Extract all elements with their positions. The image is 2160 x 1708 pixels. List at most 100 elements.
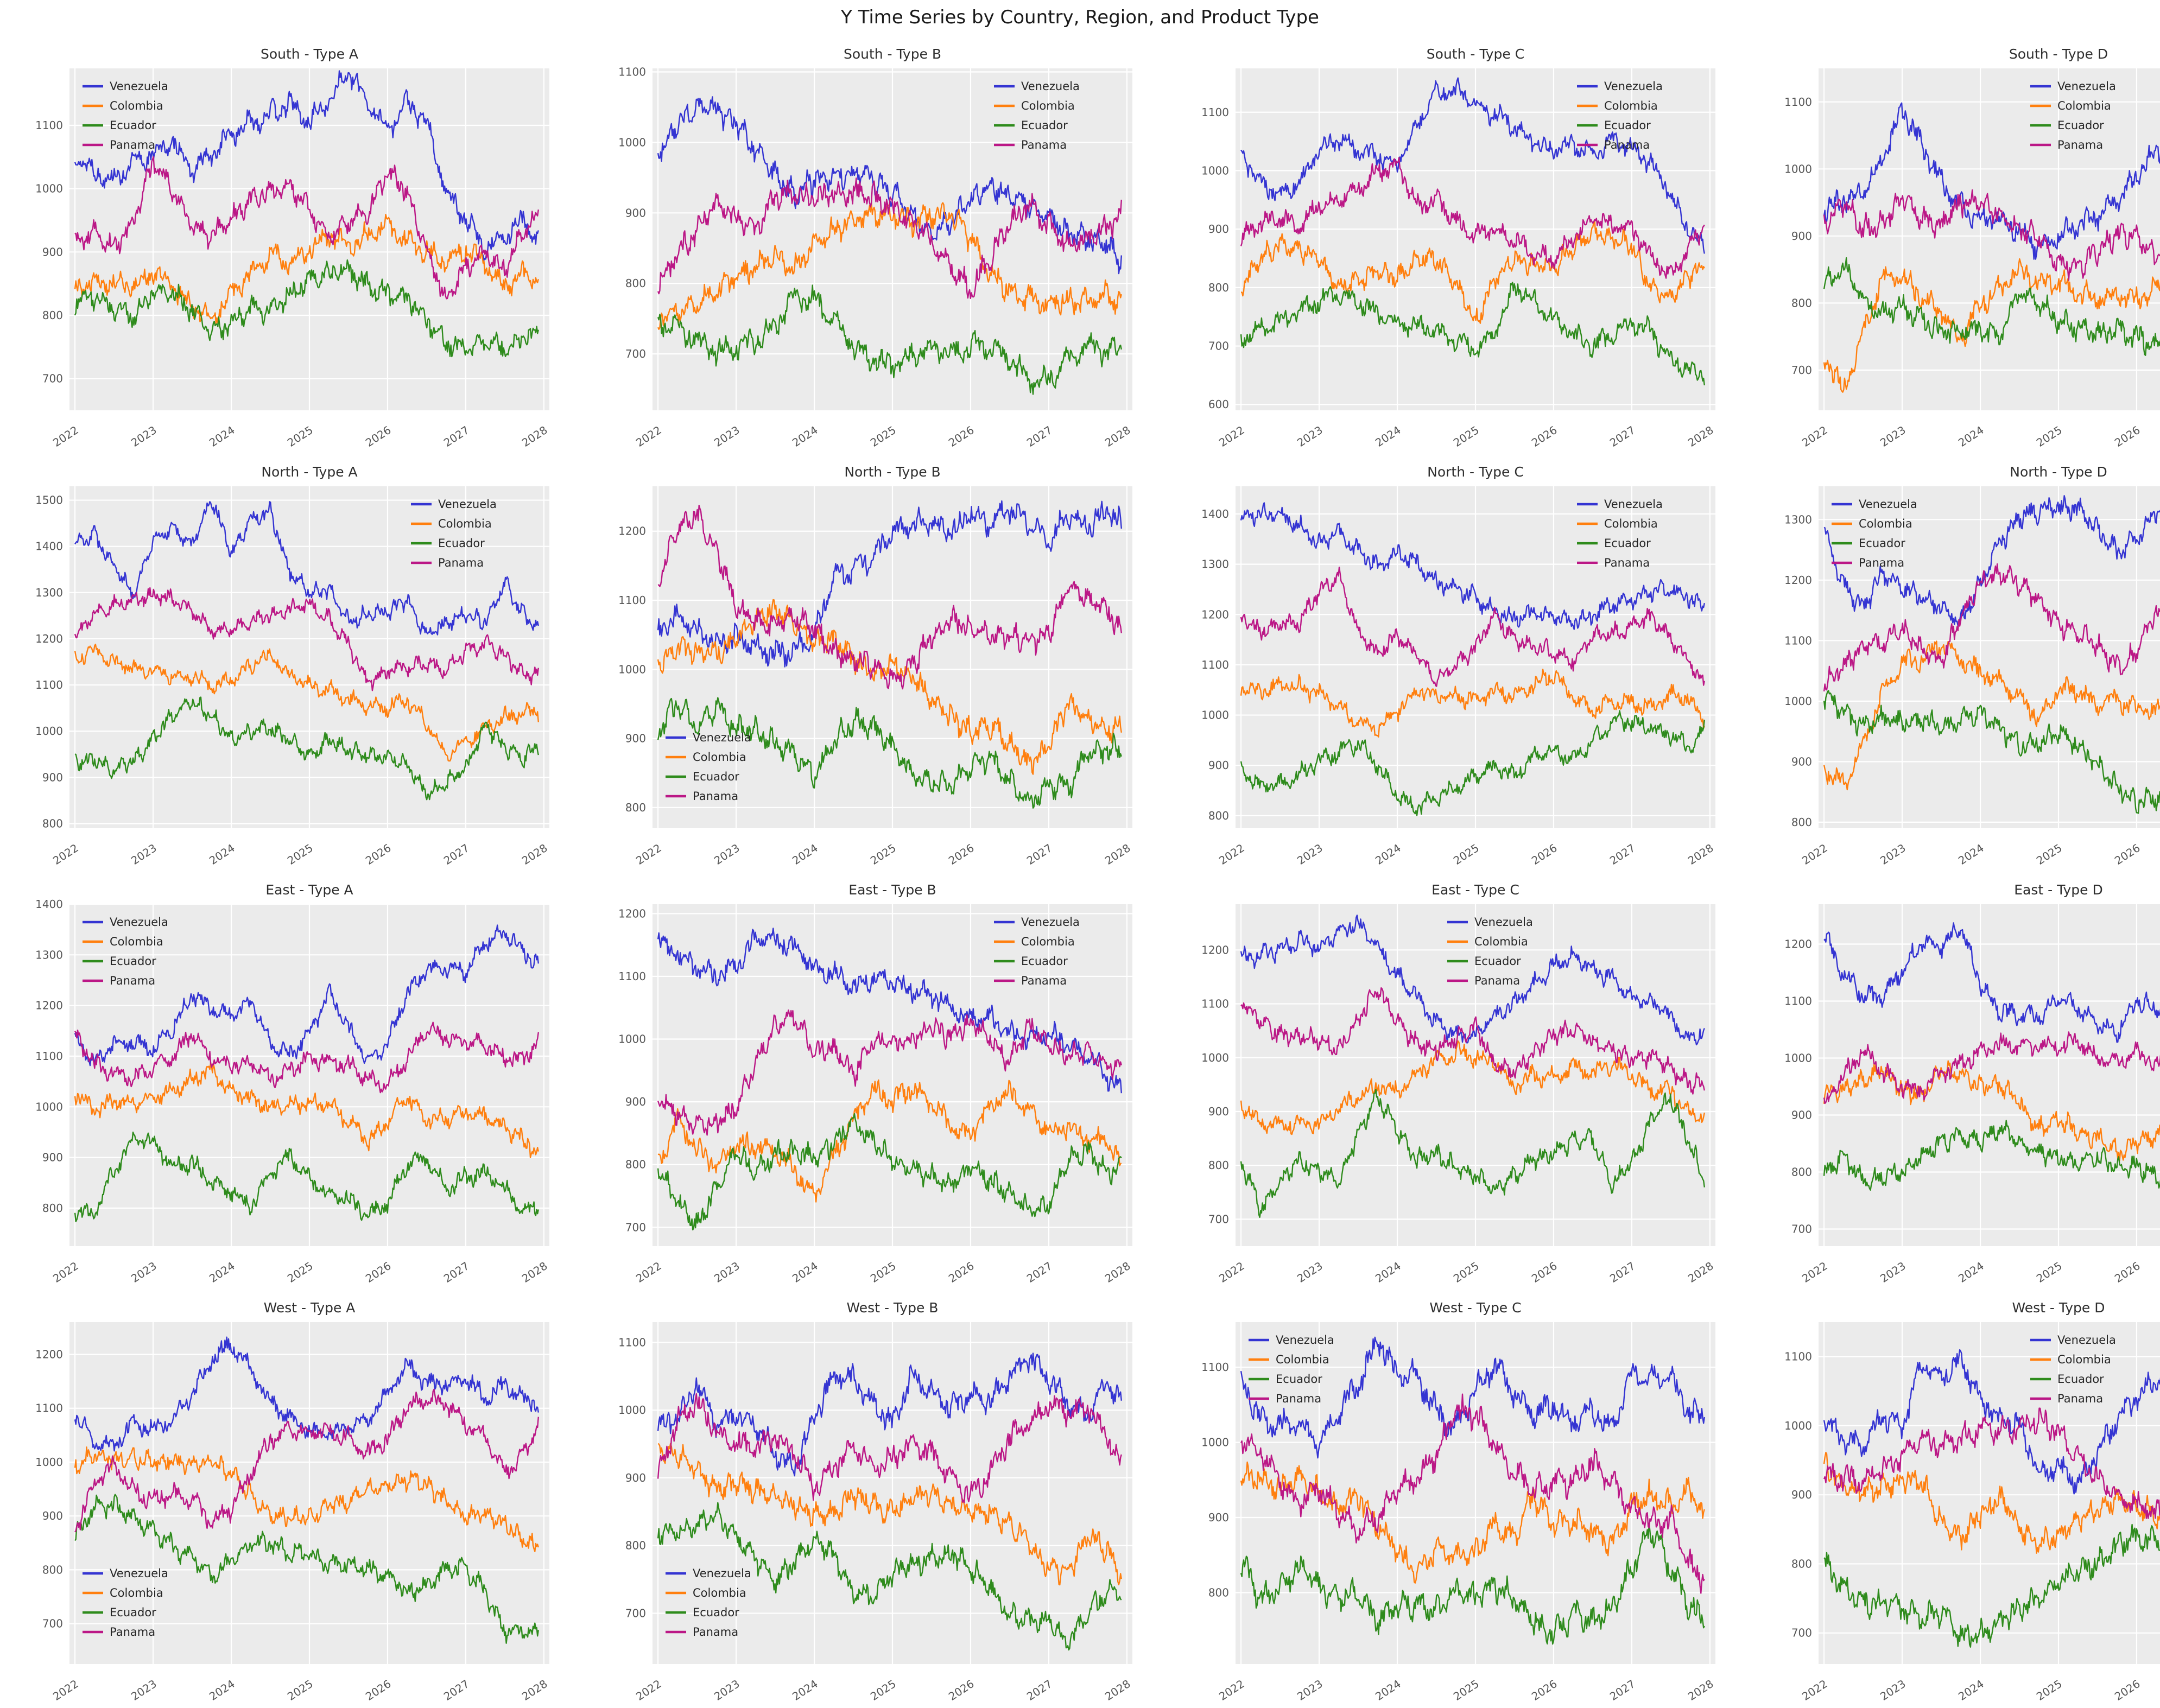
x-tick-label: 2026 bbox=[1529, 1677, 1560, 1703]
x-tick-label: 2027 bbox=[1607, 1259, 1638, 1285]
y-tick-label: 1000 bbox=[618, 1404, 646, 1417]
legend-label-venezuela: Venezuela bbox=[693, 731, 751, 744]
y-tick-label: 1000 bbox=[35, 725, 63, 738]
subplot-title-east-type-b: East - Type B bbox=[848, 882, 936, 898]
x-tick-label: 2024 bbox=[1373, 841, 1403, 867]
legend-label-venezuela: Venezuela bbox=[110, 916, 168, 929]
legend-label-ecuador: Ecuador bbox=[1604, 537, 1651, 550]
y-tick-label: 1400 bbox=[35, 898, 63, 911]
x-tick-label: 2025 bbox=[1451, 423, 1481, 449]
series-line-panama bbox=[1823, 1407, 2160, 1519]
series-line-colombia bbox=[1240, 669, 1705, 738]
x-tick-label: 2024 bbox=[207, 423, 237, 449]
legend: Venezuela Colombia Ecuador Panama bbox=[1249, 1334, 1334, 1405]
y-tick-label: 1000 bbox=[1201, 1436, 1229, 1449]
x-tick-label: 2027 bbox=[1024, 1259, 1055, 1285]
legend-label-panama: Panama bbox=[693, 790, 738, 803]
legend-label-panama: Panama bbox=[1021, 138, 1067, 151]
series-line-panama bbox=[1240, 566, 1705, 687]
subplot-canvas-north-type-d: North - Type D 800 900 1000 1100 1200 1300 2022… bbox=[1784, 464, 2160, 867]
x-tick-label: 2025 bbox=[285, 1259, 315, 1285]
x-tick-label: 2026 bbox=[2112, 1677, 2143, 1703]
y-tick-label: 1200 bbox=[35, 999, 63, 1012]
legend: Venezuela Colombia Ecuador Panama bbox=[2030, 80, 2116, 151]
series-line-ecuador bbox=[1240, 282, 1705, 386]
x-tick-label: 2024 bbox=[1373, 1259, 1403, 1285]
subplot-title-west-type-c: West - Type C bbox=[1429, 1300, 1521, 1316]
y-tick-label: 1300 bbox=[35, 586, 63, 599]
subplot-east-type-d: East - Type D 700 800 900 1000 1100 1200 2022 20… bbox=[1771, 879, 2160, 1297]
legend-label-venezuela: Venezuela bbox=[1604, 498, 1663, 511]
y-tick-label: 1100 bbox=[1201, 998, 1229, 1011]
x-tick-label: 2023 bbox=[1878, 1677, 1908, 1703]
legend-label-colombia: Colombia bbox=[110, 99, 163, 112]
legend-label-ecuador: Ecuador bbox=[1604, 119, 1651, 132]
legend: Venezuela Colombia Ecuador Panama bbox=[83, 80, 168, 151]
y-tick-label: 1000 bbox=[1201, 1051, 1229, 1064]
x-tick-label: 2025 bbox=[2034, 423, 2064, 449]
y-tick-label: 1000 bbox=[1784, 162, 1812, 175]
y-tick-label: 1000 bbox=[618, 663, 646, 676]
legend-label-venezuela: Venezuela bbox=[438, 498, 497, 511]
x-tick-label: 2022 bbox=[1800, 1677, 1830, 1703]
legend-label-venezuela: Venezuela bbox=[693, 1567, 751, 1580]
x-tick-label: 2025 bbox=[868, 1677, 898, 1703]
x-tick-label: 2026 bbox=[363, 1259, 394, 1285]
x-tick-label: 2023 bbox=[1878, 423, 1908, 449]
y-tick-label: 900 bbox=[1791, 755, 1812, 768]
x-tick-label: 2022 bbox=[634, 1677, 664, 1703]
series-line-panama bbox=[74, 1021, 539, 1094]
legend-label-colombia: Colombia bbox=[693, 751, 746, 764]
legend-label-ecuador: Ecuador bbox=[110, 1606, 156, 1619]
x-tick-label: 2028 bbox=[1103, 423, 1133, 449]
y-tick-label: 1400 bbox=[1201, 507, 1229, 520]
x-tick-label: 2025 bbox=[2034, 1259, 2064, 1285]
y-tick-label: 700 bbox=[1208, 1212, 1229, 1226]
legend: Venezuela Colombia Ecuador Panama bbox=[994, 916, 1080, 987]
series-line-venezuela bbox=[657, 928, 1122, 1094]
x-tick-label: 2028 bbox=[1686, 423, 1716, 449]
y-tick-label: 800 bbox=[1208, 1586, 1229, 1599]
x-tick-label: 2023 bbox=[129, 1259, 159, 1285]
subplot-east-type-a: East - Type A 800 900 1000 1100 1200 1300 1400 2… bbox=[22, 879, 561, 1297]
series-line-colombia bbox=[657, 1079, 1122, 1203]
x-tick-label: 2028 bbox=[1103, 1677, 1133, 1703]
legend: Venezuela Colombia Ecuador Panama bbox=[1577, 80, 1663, 151]
subplot-title-west-type-d: West - Type D bbox=[2012, 1300, 2105, 1316]
legend-label-colombia: Colombia bbox=[2057, 1353, 2111, 1366]
x-tick-label: 2028 bbox=[1686, 1259, 1716, 1285]
y-tick-label: 800 bbox=[625, 801, 646, 814]
series-line-venezuela bbox=[1823, 1349, 2160, 1495]
y-tick-label: 1200 bbox=[618, 525, 646, 538]
y-tick-label: 800 bbox=[1791, 1557, 1812, 1570]
legend: Venezuela Colombia Ecuador Panama bbox=[1447, 916, 1533, 987]
x-tick-label: 2022 bbox=[50, 841, 81, 867]
x-tick-label: 2022 bbox=[1217, 1259, 1247, 1285]
y-tick-label: 800 bbox=[625, 1539, 646, 1552]
subplot-title-south-type-c: South - Type C bbox=[1427, 46, 1524, 62]
series-line-venezuela bbox=[74, 501, 539, 636]
y-tick-label: 900 bbox=[625, 1095, 646, 1108]
x-tick-label: 2026 bbox=[946, 1677, 977, 1703]
x-tick-label: 2026 bbox=[1529, 423, 1560, 449]
y-tick-label: 1300 bbox=[1784, 513, 1812, 526]
x-tick-label: 2023 bbox=[1295, 1677, 1325, 1703]
y-tick-label: 1500 bbox=[35, 494, 63, 507]
x-tick-label: 2022 bbox=[50, 1677, 81, 1703]
subplot-west-type-a: West - Type A 700 800 900 1000 1100 1200 2022 20… bbox=[22, 1297, 561, 1708]
series-line-panama bbox=[1240, 987, 1705, 1095]
subplot-canvas-south-type-b: South - Type B 700 800 900 1000 1100 2022 2023 2… bbox=[618, 46, 1133, 449]
legend-label-colombia: Colombia bbox=[693, 1586, 746, 1599]
x-tick-label: 2028 bbox=[1103, 1259, 1133, 1285]
x-tick-label: 2024 bbox=[207, 1259, 237, 1285]
y-tick-label: 800 bbox=[625, 277, 646, 290]
y-tick-label: 1100 bbox=[35, 119, 63, 132]
series-line-ecuador bbox=[657, 284, 1122, 395]
series-line-venezuela bbox=[1240, 915, 1705, 1046]
series-line-ecuador bbox=[1823, 257, 2160, 356]
x-tick-label: 2023 bbox=[1295, 423, 1325, 449]
series-line-panama bbox=[1823, 1031, 2160, 1104]
y-tick-label: 900 bbox=[1208, 1511, 1229, 1524]
y-tick-label: 1200 bbox=[1784, 574, 1812, 587]
y-tick-label: 900 bbox=[42, 1151, 63, 1164]
